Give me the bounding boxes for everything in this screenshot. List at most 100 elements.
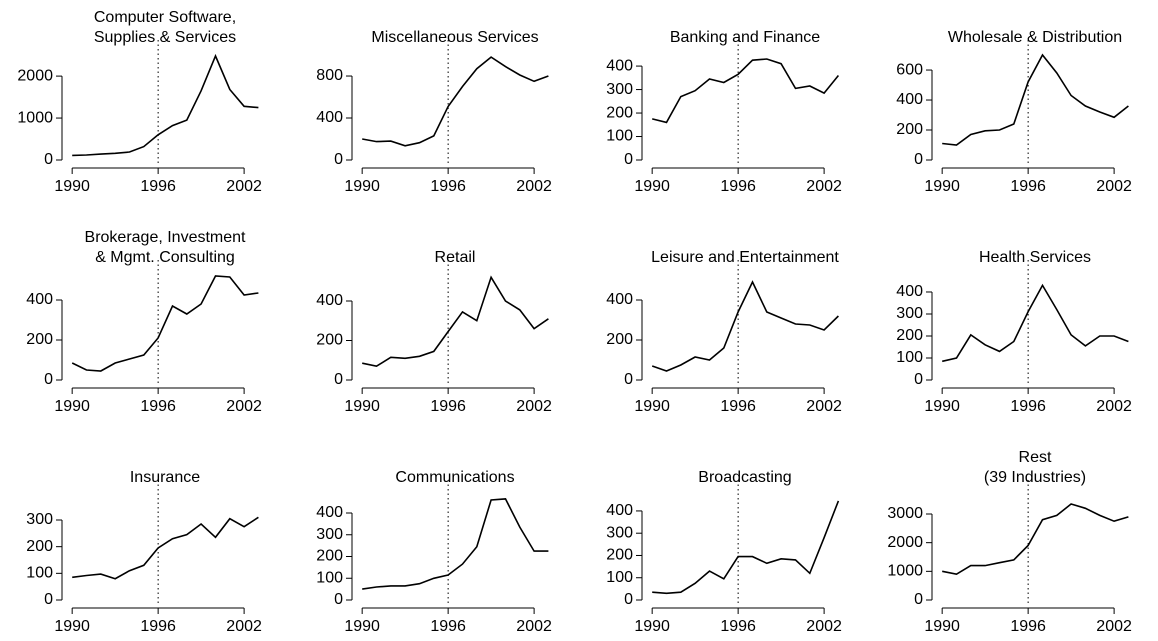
x-tick-label: 1996	[140, 618, 176, 635]
x-tick-label: 2002	[516, 398, 552, 415]
x-tick-label: 2002	[806, 398, 842, 415]
x-tick-label: 1996	[140, 178, 176, 195]
panel-title: Supplies & Services	[94, 29, 236, 46]
line	[942, 503, 1129, 576]
y-tick-label: 300	[606, 81, 633, 98]
y-tick-label: 0	[914, 371, 923, 388]
y-tick-label: 300	[26, 511, 53, 528]
y-tick-label: 3000	[887, 505, 923, 522]
y-tick-label: 800	[316, 67, 343, 84]
x-tick-label: 1996	[720, 618, 756, 635]
x-tick-label: 2002	[806, 618, 842, 635]
y-tick-label: 1000	[17, 109, 53, 126]
y-tick-label: 200	[316, 548, 343, 565]
x-tick-label: 2002	[1096, 398, 1132, 415]
line	[362, 275, 549, 368]
y-tick-label: 100	[606, 569, 633, 586]
line	[652, 500, 840, 595]
line	[362, 498, 549, 590]
y-tick-label: 200	[316, 332, 343, 349]
x-tick-label: 1990	[634, 398, 670, 415]
y-tick-label: 0	[44, 371, 53, 388]
x-tick-label: 1990	[344, 398, 380, 415]
x-tick-label: 1996	[430, 398, 466, 415]
y-tick-label: 0	[44, 151, 53, 168]
y-tick-label: 400	[26, 291, 53, 308]
y-tick-label: 400	[316, 109, 343, 126]
x-tick-label: 1990	[924, 618, 960, 635]
x-tick-label: 1990	[344, 618, 380, 635]
panel-title: Wholesale & Distribution	[948, 29, 1122, 46]
line	[72, 516, 259, 580]
x-tick-label: 1990	[634, 618, 670, 635]
line	[942, 53, 1129, 146]
panel-title: Communications	[395, 469, 514, 486]
y-tick-label: 100	[896, 349, 923, 366]
panel-title: Health Services	[979, 249, 1091, 266]
y-tick-label: 400	[606, 502, 633, 519]
y-tick-label: 0	[914, 151, 923, 168]
y-tick-label: 0	[624, 371, 633, 388]
panel-title: Broadcasting	[698, 469, 791, 486]
panel-title: Leisure and Entertainment	[651, 249, 839, 266]
y-tick-label: 400	[896, 91, 923, 108]
line	[651, 280, 839, 372]
x-tick-label: 2002	[806, 178, 842, 195]
y-tick-label: 0	[44, 591, 53, 608]
x-tick-label: 1990	[634, 178, 670, 195]
x-tick-label: 1990	[54, 618, 90, 635]
x-tick-label: 1996	[720, 398, 756, 415]
y-tick-label: 100	[316, 569, 343, 586]
x-tick-label: 2002	[1096, 178, 1132, 195]
panel-title: (39 Industries)	[984, 469, 1086, 486]
x-tick-label: 2002	[516, 178, 552, 195]
x-tick-label: 1996	[430, 618, 466, 635]
y-tick-label: 200	[896, 327, 923, 344]
x-tick-label: 2002	[226, 618, 262, 635]
y-tick-label: 0	[624, 151, 633, 168]
y-tick-label: 0	[624, 591, 633, 608]
x-tick-label: 2002	[226, 398, 262, 415]
x-tick-label: 1996	[720, 178, 756, 195]
panel-title: Computer Software,	[94, 9, 236, 26]
y-tick-label: 2000	[887, 534, 923, 551]
y-tick-label: 400	[606, 291, 633, 308]
y-tick-label: 200	[896, 121, 923, 138]
panel-title: Brokerage, Investment	[85, 229, 247, 246]
line	[72, 53, 259, 157]
x-tick-label: 2002	[226, 178, 262, 195]
line	[652, 58, 840, 124]
y-tick-label: 100	[606, 128, 633, 145]
y-tick-label: 300	[896, 305, 923, 322]
x-tick-label: 2002	[1096, 618, 1132, 635]
y-tick-label: 200	[606, 331, 633, 348]
x-tick-label: 1990	[344, 178, 380, 195]
x-tick-label: 1996	[430, 178, 466, 195]
x-tick-label: 1990	[54, 178, 90, 195]
y-tick-label: 400	[896, 283, 923, 300]
x-tick-label: 1990	[924, 398, 960, 415]
y-tick-label: 0	[334, 591, 343, 608]
line	[942, 283, 1129, 363]
line	[362, 56, 549, 147]
panel-title: Miscellaneous Services	[371, 29, 538, 46]
line	[71, 275, 259, 372]
x-tick-label: 1996	[1010, 178, 1046, 195]
panel-title: Rest	[1019, 449, 1052, 466]
y-tick-label: 0	[334, 151, 343, 168]
x-tick-label: 1996	[1010, 618, 1046, 635]
y-tick-label: 100	[26, 565, 53, 582]
y-tick-label: 0	[334, 371, 343, 388]
panel-title: Insurance	[130, 469, 200, 486]
y-tick-label: 200	[26, 538, 53, 555]
panel-title: Retail	[435, 249, 476, 266]
y-tick-label: 400	[316, 504, 343, 521]
y-tick-label: 300	[316, 526, 343, 543]
y-tick-label: 200	[606, 104, 633, 121]
y-tick-label: 600	[896, 61, 923, 78]
y-tick-label: 400	[606, 57, 633, 74]
y-tick-label: 300	[606, 524, 633, 541]
x-tick-label: 1996	[140, 398, 176, 415]
y-tick-label: 200	[26, 331, 53, 348]
